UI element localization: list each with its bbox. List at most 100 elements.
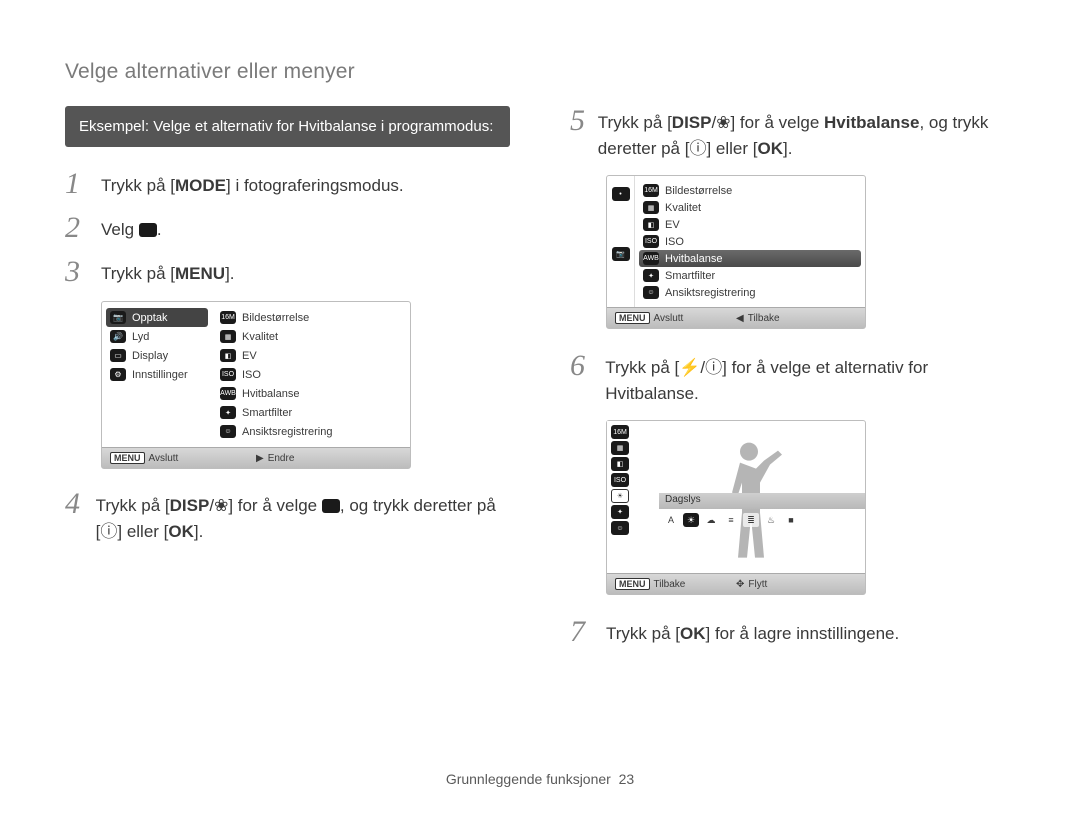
camera-icon — [322, 499, 340, 513]
left-column: Eksempel: Velge et alternativ for Hvitba… — [65, 106, 510, 661]
label: Smartfilter — [665, 270, 715, 282]
flash-icon: ⚡ — [679, 358, 700, 377]
key-mode: MODE — [175, 173, 226, 199]
step-text: Velg . — [101, 213, 162, 243]
label: Kvalitet — [665, 202, 701, 214]
iso-icon: ISO — [611, 473, 629, 487]
label: Ansiktsregistrering — [242, 426, 332, 438]
label: EV — [242, 350, 257, 362]
step-3: 3 Trykk på [MENU]. — [65, 257, 510, 287]
option-row-selected: AWB Hvitbalanse — [639, 250, 861, 267]
page-footer: Grunnleggende funksjoner 23 — [0, 771, 1080, 787]
wb-fluorescent-h-icon: ≡ — [723, 513, 739, 527]
awb-icon: AWB — [643, 252, 659, 265]
key-menu: MENU — [175, 261, 225, 287]
ev-icon: ◧ — [611, 457, 629, 471]
text: Trykk på [ — [101, 176, 175, 195]
preview-canvas: Dagslys A ☀ ☁ ≡ ≣ ♨ ■ — [633, 421, 865, 573]
page-header: Velge alternativer eller menyer — [65, 60, 1015, 84]
step-2: 2 Velg . — [65, 213, 510, 243]
text: ]. — [225, 264, 234, 283]
option-row: ISO ISO — [635, 233, 865, 250]
timer-icon: ⓘ — [689, 139, 706, 158]
content-columns: Eksempel: Velge et alternativ for Hvitba… — [65, 106, 1015, 661]
text: Trykk på [ — [606, 624, 680, 643]
iso-icon: ISO — [220, 368, 236, 381]
footer-text: Avslutt — [149, 453, 179, 464]
awb-icon: AWB — [220, 387, 236, 400]
text: ]. — [783, 139, 792, 158]
wb-daylight-icon: ☀ — [683, 513, 699, 527]
left-icon-strip: 16M ▦ ◧ ISO ☀ ✦ ☺ — [607, 421, 633, 573]
screenshot-options: • 📷 16MBildestørrelse ▦Kvalitet ◧EV ISOI… — [606, 175, 866, 329]
size-icon: 16M — [643, 184, 659, 197]
dot-icon: • — [612, 187, 630, 201]
step-text: Trykk på [OK] for å lagre innstillingene… — [606, 617, 899, 647]
ev-icon: ◧ — [643, 218, 659, 231]
display-icon: ▭ — [110, 349, 126, 362]
step-1: 1 Trykk på [MODE] i fotograferingsmodus. — [65, 169, 510, 199]
label: Ansiktsregistrering — [665, 287, 755, 299]
option-row: ☺ Ansiktsregistrering — [635, 284, 865, 301]
timer-icon: ⓘ — [705, 358, 722, 377]
text: . — [157, 220, 162, 239]
step-text: Trykk på [DISP/❀] for å velge , og trykk… — [96, 489, 510, 544]
step-6: 6 Trykk på [⚡/ⓘ] for å velge et alternat… — [570, 351, 1015, 406]
screenshot-menu: 📷Opptak 🔊Lyd ▭Display ⚙Innstillinger 16M… — [101, 301, 411, 469]
key-disp: DISP — [672, 110, 712, 136]
wb-cloudy-icon: ☁ — [703, 513, 719, 527]
text: ] for å velge — [228, 496, 322, 515]
label: ISO — [665, 236, 684, 248]
bold-label: Hvitbalanse — [824, 113, 919, 132]
step-number: 1 — [65, 169, 93, 199]
key-ok: OK — [680, 621, 706, 647]
option-row: ▦ Kvalitet — [635, 199, 865, 216]
step-4: 4 Trykk på [DISP/❀] for å velge , og try… — [65, 489, 510, 544]
option-row: 16MBildestørrelse — [635, 182, 865, 199]
label: EV — [665, 219, 680, 231]
text: Trykk på [ — [598, 113, 672, 132]
menu-key-label: MENU — [615, 578, 650, 590]
label: Display — [132, 350, 168, 362]
step-number: 3 — [65, 257, 93, 287]
menu-item-opptak: 📷Opptak — [106, 308, 208, 327]
quality-icon: ▦ — [643, 201, 659, 214]
example-box: Eksempel: Velge et alternativ for Hvitba… — [65, 106, 510, 147]
text: ] for å velge — [730, 113, 824, 132]
sound-icon: 🔊 — [110, 330, 126, 343]
move-icon: ✥ — [736, 579, 744, 590]
text: ]. — [194, 522, 203, 541]
face-icon: ☺ — [643, 286, 659, 299]
filter-icon: ✦ — [220, 406, 236, 419]
footer-text: Tilbake — [748, 313, 780, 324]
wb-label-bar: Dagslys — [659, 493, 865, 509]
key-disp: DISP — [170, 493, 210, 519]
awb-icon-selected: ☀ — [611, 489, 629, 503]
arrow-icon: ▶ — [256, 453, 264, 464]
text: ] for å lagre innstillingene. — [706, 624, 900, 643]
menu-left-pane: 📷Opptak 🔊Lyd ▭Display ⚙Innstillinger — [102, 302, 212, 447]
footer-text: Flytt — [748, 579, 767, 590]
menu-item-display: ▭ Display — [102, 346, 212, 365]
menu-key-label: MENU — [110, 452, 145, 464]
label: Smartfilter — [242, 407, 292, 419]
menu-key-label: MENU — [615, 312, 650, 324]
screenshot-footer: MENUAvslutt ▶Endre — [102, 447, 410, 468]
wb-options-row: A ☀ ☁ ≡ ≣ ♨ ■ — [659, 511, 861, 529]
quality-icon: ▦ — [220, 330, 236, 343]
wb-fluorescent-l-icon: ≣ — [743, 513, 759, 527]
iso-icon: ISO — [643, 235, 659, 248]
wb-tungsten-icon: ♨ — [763, 513, 779, 527]
label: Hvitbalanse — [665, 253, 722, 265]
option-row: ✦ Smartfilter — [212, 403, 410, 422]
wb-custom-icon: ■ — [783, 513, 799, 527]
left-icon-strip: • 📷 — [607, 176, 635, 307]
step-text: Trykk på [MODE] i fotograferingsmodus. — [101, 169, 404, 199]
footer-section: Grunnleggende funksjoner — [446, 771, 611, 787]
quality-icon: ▦ — [611, 441, 629, 455]
screenshot-footer: MENUAvslutt ◀Tilbake — [607, 307, 865, 328]
ev-icon: ◧ — [220, 349, 236, 362]
camera-p-icon — [139, 223, 157, 237]
text: Trykk på [ — [101, 264, 175, 283]
option-row: AWBHvitbalanse — [212, 384, 410, 403]
